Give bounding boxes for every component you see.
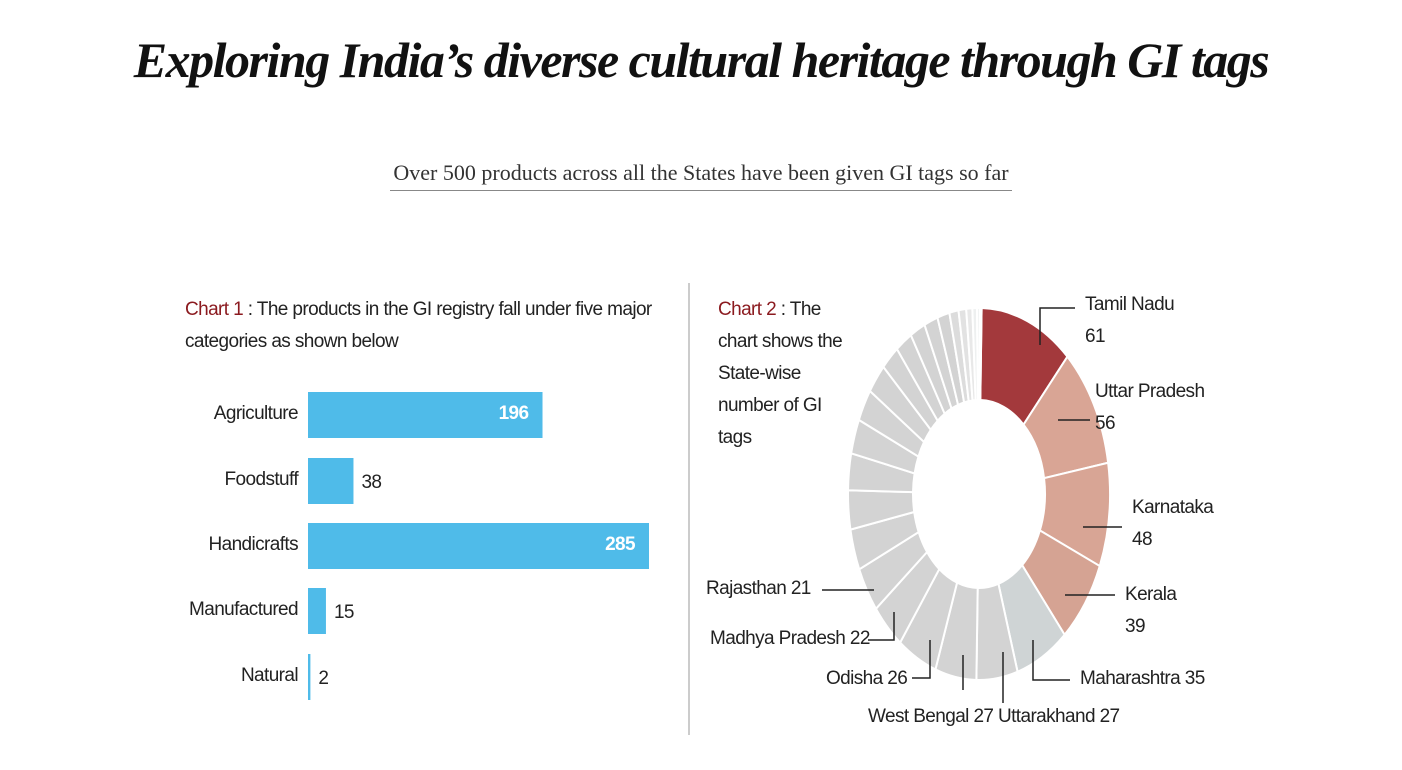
state-value-label: 39	[1125, 616, 1146, 637]
leader-line	[1032, 640, 1070, 681]
chart-divider	[688, 283, 690, 735]
page-title: Exploring India’s diverse cultural herit…	[133, 32, 1270, 88]
state-label: West Bengal 27	[868, 706, 994, 727]
category-label: Agriculture	[213, 403, 299, 424]
bar-manufactured	[308, 588, 326, 634]
chart2-caption-text: : The chart shows the State-wise number …	[718, 299, 843, 448]
state-value-label: 56	[1095, 413, 1116, 434]
slice-other-16	[978, 306, 983, 402]
bar-handicrafts	[308, 523, 649, 569]
bar-agriculture	[308, 392, 543, 438]
state-label: Rajasthan 21	[706, 578, 811, 599]
state-value-label: 61	[1085, 326, 1106, 347]
value-label: 285	[605, 534, 636, 555]
bar-foodstuff	[308, 458, 354, 504]
state-name-label: Kerala	[1125, 584, 1177, 605]
state-name-label: Karnataka	[1132, 497, 1214, 518]
page-subtitle: Over 500 products across all the States …	[393, 160, 1009, 185]
bar-natural	[308, 654, 311, 700]
state-name-label: Tamil Nadu	[1085, 294, 1175, 315]
category-label: Handicrafts	[208, 534, 299, 555]
chart2-caption-label: Chart 2	[718, 299, 777, 320]
state-label: Odisha 26	[826, 668, 908, 689]
leader-line	[868, 612, 895, 641]
chart1-caption: Chart 1 : The products in the GI registr…	[185, 294, 665, 358]
value-label: 196	[498, 403, 530, 424]
value-label: 38	[361, 472, 382, 493]
chart1-caption-label: Chart 1	[185, 299, 244, 320]
category-label: Manufactured	[189, 599, 299, 620]
chart2-caption: Chart 2 : The chart shows the State-wise…	[718, 294, 843, 454]
leader-line	[1039, 307, 1075, 345]
state-name-label: Uttar Pradesh	[1095, 381, 1205, 402]
chart1-caption-text: : The products in the GI registry fall u…	[185, 299, 652, 352]
leader-line	[912, 640, 931, 679]
subtitle-underline	[390, 190, 1012, 191]
state-label: Madhya Pradesh 22	[710, 628, 870, 649]
value-label: 15	[333, 602, 355, 623]
value-label: 2	[318, 668, 329, 689]
state-label: Maharashtra 35	[1080, 668, 1205, 689]
state-label: Uttarakhand 27	[998, 706, 1120, 727]
category-label: Natural	[240, 665, 299, 686]
category-label: Foodstuff	[224, 469, 299, 490]
state-value-label: 48	[1132, 529, 1153, 550]
